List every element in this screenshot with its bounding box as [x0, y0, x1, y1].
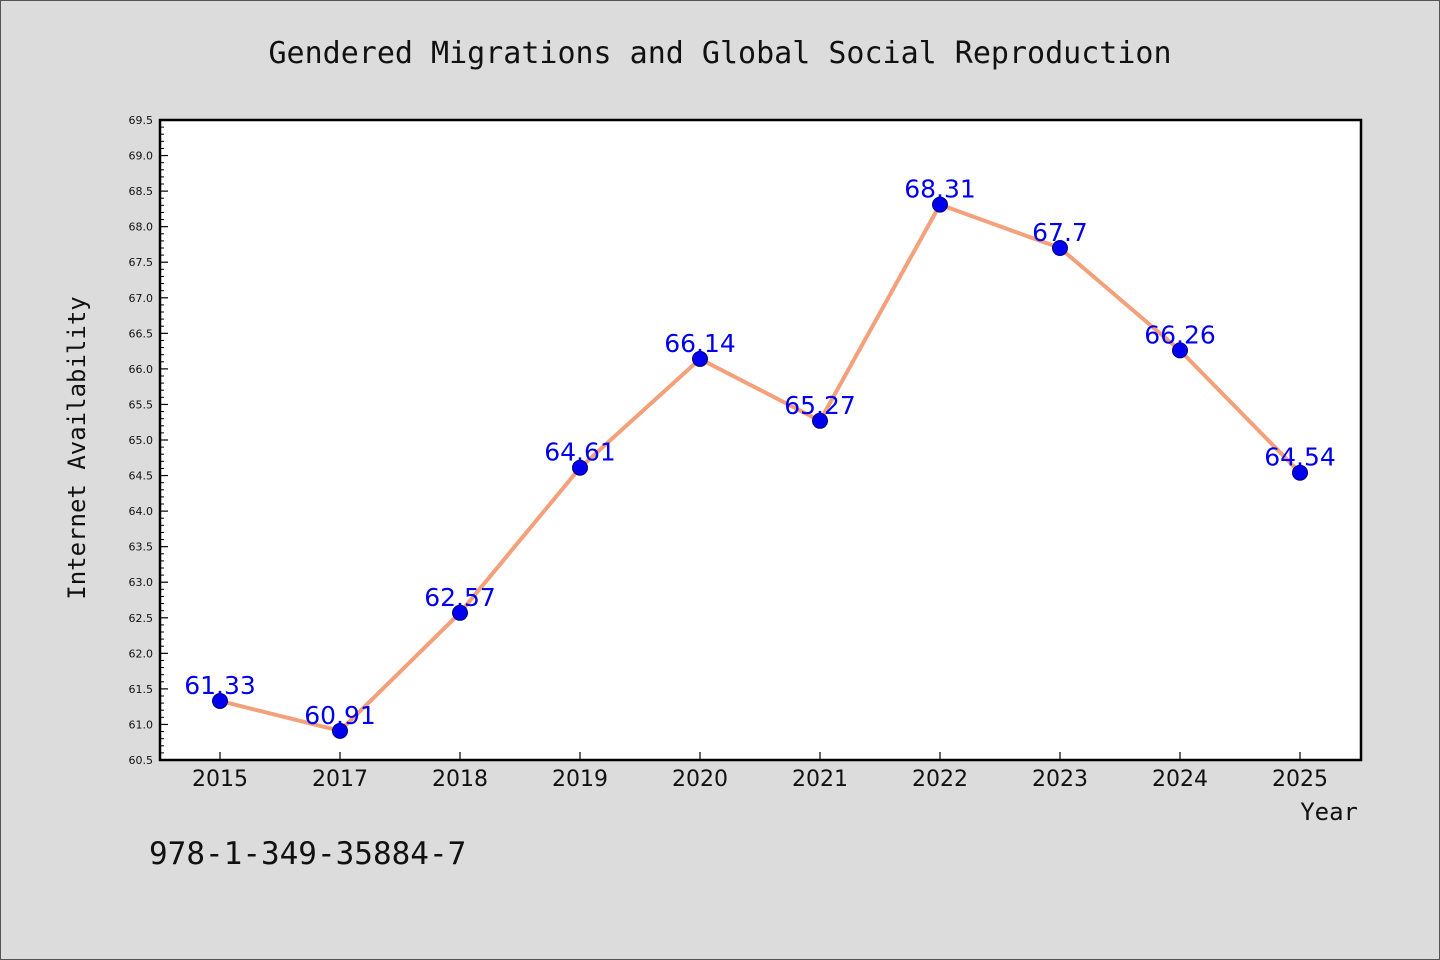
y-axis-label: Internet Availability — [63, 296, 91, 599]
x-axis-label: Year — [1300, 798, 1358, 826]
y-tick-label: 66.5 — [129, 327, 154, 340]
data-point — [812, 412, 828, 429]
y-tick-label: 67.5 — [129, 256, 154, 269]
x-tick-label: 2025 — [1272, 767, 1328, 792]
y-tick-label: 66.0 — [129, 363, 154, 376]
x-tick-label: 2018 — [432, 767, 488, 792]
x-tick-label: 2020 — [672, 767, 728, 792]
plot-area — [158, 118, 1363, 762]
y-tick-label: 63.5 — [129, 541, 154, 554]
data-label: 67.7 — [1032, 218, 1088, 247]
y-tick-label: 61.0 — [129, 718, 154, 731]
data-point — [452, 604, 468, 621]
x-tick-label: 2019 — [552, 767, 608, 792]
x-tick-label: 2023 — [1032, 767, 1088, 792]
y-tick-label: 61.5 — [129, 683, 154, 696]
y-tick-label: 62.5 — [129, 612, 154, 625]
data-label: 66.14 — [664, 329, 736, 358]
x-tick-label: 2021 — [792, 767, 848, 792]
data-label: 66.26 — [1144, 320, 1216, 349]
y-tick-label: 64.0 — [129, 505, 154, 518]
x-tick-label: 2017 — [312, 767, 368, 792]
data-point — [1052, 240, 1068, 256]
x-tick-label: 2022 — [912, 767, 968, 792]
data-point — [1292, 464, 1308, 481]
data-label: 64.61 — [544, 438, 616, 467]
x-axis: 2015 2017 2018 2019 2020 2021 2022 2023 2024 2025 — [192, 752, 1328, 792]
series-layer — [212, 196, 1308, 739]
y-tick-label: 65.0 — [129, 434, 154, 447]
y-tick-label: 63.0 — [129, 576, 154, 589]
y-tick-label: 67.0 — [129, 292, 154, 305]
x-tick-label: 2015 — [192, 767, 248, 792]
y-tick-label: 69.0 — [129, 150, 154, 163]
y-tick-label: 68.5 — [129, 185, 154, 198]
data-point — [332, 722, 348, 739]
chart-title: Gendered Migrations and Global Social Re… — [268, 36, 1171, 71]
data-point — [1172, 342, 1188, 359]
data-point — [212, 692, 228, 709]
series-line — [219, 202, 1302, 733]
y-tick-label: 65.5 — [129, 398, 154, 411]
y-tick-label: 60.5 — [129, 754, 154, 767]
data-label: 65.27 — [784, 391, 856, 420]
data-label: 61.33 — [184, 671, 256, 700]
x-tick-label: 2024 — [1152, 767, 1208, 792]
data-label: 62.57 — [424, 583, 496, 612]
y-tick-label: 69.5 — [129, 114, 154, 127]
data-labels: 61.33 60.91 62.57 64.61 66.14 65.27 68.31 67.7 6… — [184, 175, 1336, 730]
y-tick-label: 64.5 — [129, 470, 154, 483]
data-label: 64.54 — [1264, 443, 1336, 472]
data-label: 68.31 — [904, 175, 976, 204]
isbn-text: 978-1-349-35884-7 — [149, 836, 466, 872]
y-tick-label: 68.0 — [129, 221, 154, 234]
data-label: 60.91 — [304, 701, 376, 730]
data-point — [692, 350, 708, 367]
y-tick-label: 62.0 — [129, 647, 154, 660]
data-point — [932, 196, 948, 213]
data-point — [572, 459, 588, 476]
y-axis: 60.5 61.0 61.5 62.0 62.5 63.0 63.5 64.0 64.5 65.0… — [129, 114, 168, 767]
